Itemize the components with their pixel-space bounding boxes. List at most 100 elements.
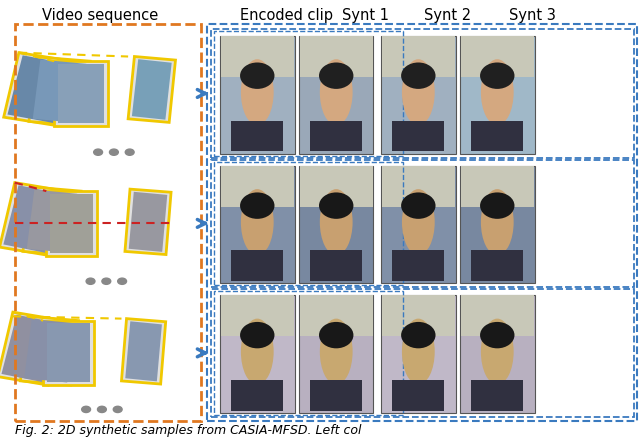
Ellipse shape <box>402 319 435 384</box>
Ellipse shape <box>241 319 274 384</box>
Ellipse shape <box>320 189 353 255</box>
Polygon shape <box>8 55 68 123</box>
Ellipse shape <box>319 192 353 219</box>
Ellipse shape <box>481 59 514 125</box>
Ellipse shape <box>481 319 514 384</box>
Ellipse shape <box>319 322 353 348</box>
Bar <box>392 251 444 281</box>
Circle shape <box>97 406 106 413</box>
Bar <box>392 380 444 411</box>
Polygon shape <box>33 60 86 123</box>
Polygon shape <box>1 315 60 382</box>
Bar <box>221 36 294 77</box>
Ellipse shape <box>240 192 275 219</box>
Bar <box>214 291 403 415</box>
Bar <box>231 380 284 411</box>
Polygon shape <box>20 316 79 385</box>
Circle shape <box>86 278 95 284</box>
Bar <box>461 295 534 336</box>
Bar <box>381 36 456 154</box>
Polygon shape <box>43 320 93 385</box>
Circle shape <box>113 406 122 413</box>
Bar <box>300 295 373 336</box>
Ellipse shape <box>401 62 436 89</box>
Ellipse shape <box>402 59 435 125</box>
Polygon shape <box>128 57 175 122</box>
Polygon shape <box>125 321 162 381</box>
Ellipse shape <box>240 322 275 348</box>
Polygon shape <box>4 53 72 125</box>
Ellipse shape <box>241 189 274 255</box>
Text: Synt 2: Synt 2 <box>424 8 471 23</box>
Bar <box>207 24 637 421</box>
Text: Synt 3: Synt 3 <box>509 8 556 23</box>
Ellipse shape <box>320 59 353 125</box>
Bar <box>214 162 403 285</box>
Bar <box>460 295 534 413</box>
Ellipse shape <box>401 192 436 219</box>
Bar <box>381 166 455 207</box>
Polygon shape <box>29 57 90 125</box>
Bar <box>299 295 374 413</box>
Text: Fig. 2: 2D synthetic samples from CASIA-MFSD. Left col: Fig. 2: 2D synthetic samples from CASIA-… <box>15 424 361 437</box>
Bar <box>231 121 284 151</box>
Circle shape <box>109 149 118 155</box>
Circle shape <box>82 406 90 413</box>
Polygon shape <box>58 64 104 123</box>
Bar <box>461 166 534 207</box>
Bar <box>214 31 403 156</box>
Bar <box>300 36 373 77</box>
Bar <box>299 166 374 283</box>
Polygon shape <box>47 323 90 382</box>
Bar <box>310 380 362 411</box>
Bar <box>381 295 455 336</box>
Bar <box>211 289 634 417</box>
Ellipse shape <box>480 322 515 348</box>
Polygon shape <box>23 187 81 255</box>
Bar <box>300 166 373 207</box>
Polygon shape <box>24 319 75 382</box>
Ellipse shape <box>241 59 274 125</box>
Polygon shape <box>54 61 108 125</box>
Bar <box>220 36 294 154</box>
Polygon shape <box>125 189 171 255</box>
Polygon shape <box>3 185 61 253</box>
Polygon shape <box>129 192 167 252</box>
Ellipse shape <box>319 62 353 89</box>
Bar <box>211 29 634 158</box>
Text: Video sequence: Video sequence <box>42 8 158 23</box>
Polygon shape <box>0 182 65 255</box>
Polygon shape <box>122 319 166 384</box>
Bar <box>471 380 524 411</box>
Polygon shape <box>50 194 93 253</box>
Bar <box>310 251 362 281</box>
Ellipse shape <box>481 189 514 255</box>
Bar <box>381 295 456 413</box>
Ellipse shape <box>480 62 515 89</box>
Bar <box>381 166 456 283</box>
Circle shape <box>118 278 127 284</box>
Bar <box>211 160 634 287</box>
Circle shape <box>93 149 102 155</box>
Bar <box>220 295 294 413</box>
Bar <box>299 36 374 154</box>
Bar <box>221 166 294 207</box>
Bar <box>461 36 534 77</box>
Ellipse shape <box>240 62 275 89</box>
Polygon shape <box>0 312 63 385</box>
Text: Synt 1: Synt 1 <box>342 8 388 23</box>
Polygon shape <box>132 59 172 120</box>
Ellipse shape <box>320 319 353 384</box>
Circle shape <box>125 149 134 155</box>
Bar <box>220 166 294 283</box>
Bar <box>381 36 455 77</box>
Bar <box>15 24 201 421</box>
Bar <box>221 295 294 336</box>
Ellipse shape <box>401 322 436 348</box>
Polygon shape <box>46 191 97 255</box>
Bar <box>460 166 534 283</box>
Bar <box>471 251 524 281</box>
Bar <box>471 121 524 151</box>
Bar <box>460 36 534 154</box>
Ellipse shape <box>480 192 515 219</box>
